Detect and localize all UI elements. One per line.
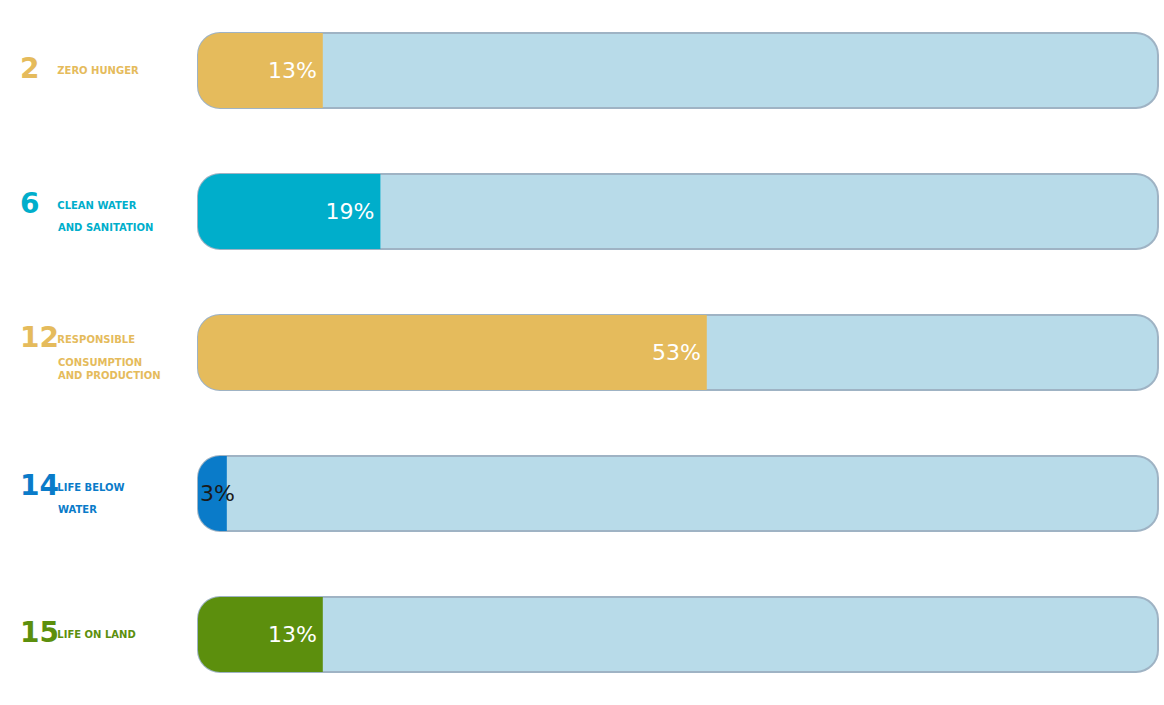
svg-text:53%: 53% <box>652 340 701 365</box>
svg-text:CLEAN WATER: CLEAN WATER <box>57 200 136 211</box>
svg-text:CONSUMPTION: CONSUMPTION <box>58 357 142 368</box>
svg-text:14: 14 <box>20 469 59 502</box>
svg-text:ZERO HUNGER: ZERO HUNGER <box>57 65 139 76</box>
svg-text:12: 12 <box>20 321 59 354</box>
svg-text:AND SANITATION: AND SANITATION <box>58 222 153 233</box>
svg-text:WATER: WATER <box>58 504 97 515</box>
svg-text:LIFE BELOW: LIFE BELOW <box>57 482 124 493</box>
svg-text:15: 15 <box>20 616 59 649</box>
svg-text:19%: 19% <box>325 199 374 224</box>
svg-text:LIFE ON LAND: LIFE ON LAND <box>57 629 135 640</box>
svg-text:6: 6 <box>20 187 39 220</box>
svg-text:2: 2 <box>20 52 39 85</box>
svg-text:3%: 3% <box>200 481 235 506</box>
svg-text:AND PRODUCTION: AND PRODUCTION <box>58 370 161 381</box>
svg-text:13%: 13% <box>268 58 317 83</box>
svg-text:RESPONSIBLE: RESPONSIBLE <box>57 334 135 345</box>
svg-text:13%: 13% <box>268 622 317 647</box>
